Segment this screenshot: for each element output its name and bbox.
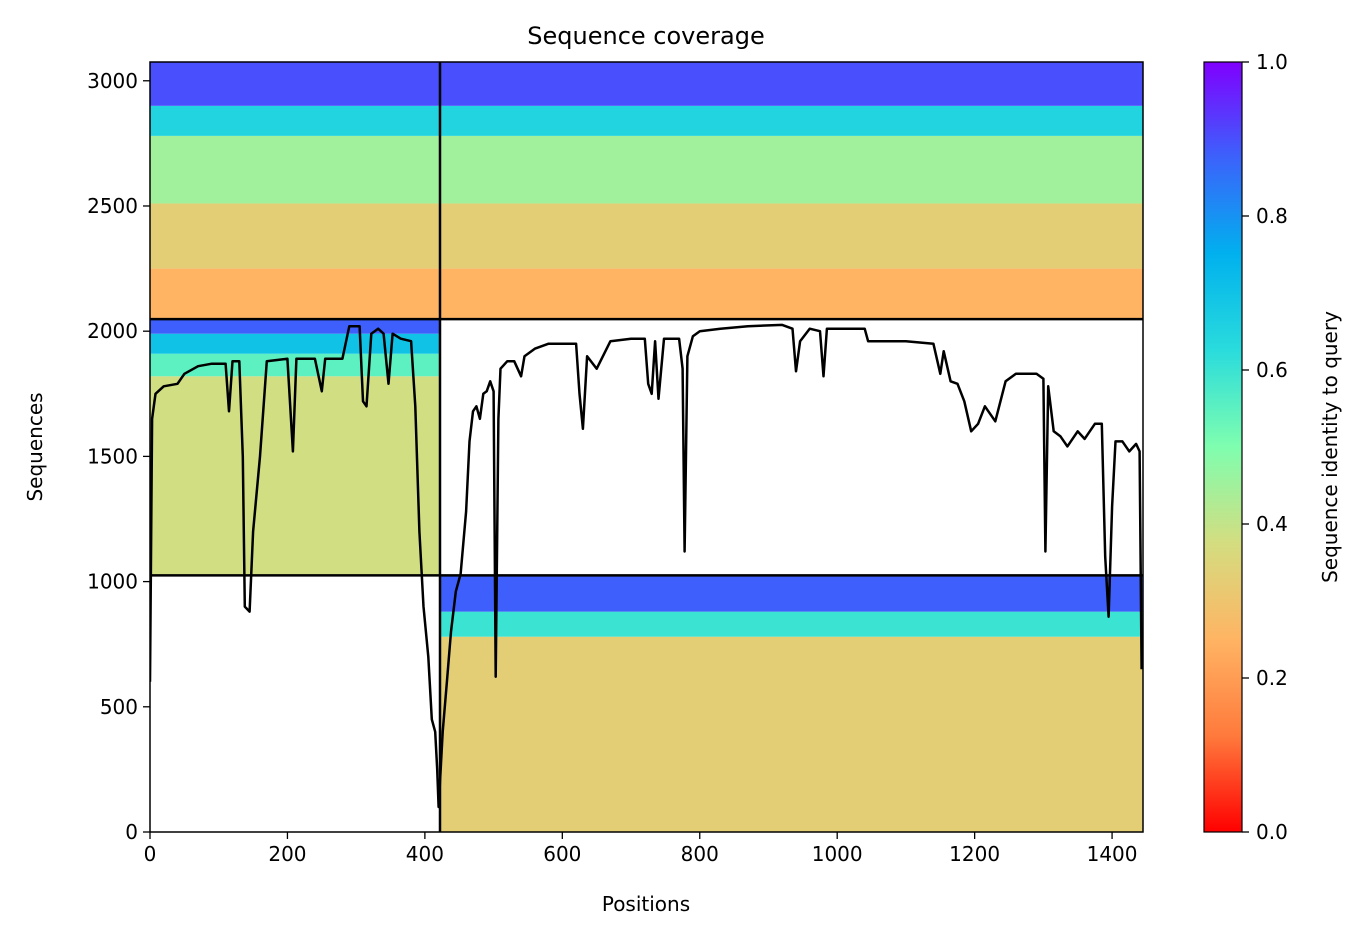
y-tick-label: 0 <box>125 820 138 844</box>
coverage-line <box>150 323 1143 809</box>
x-tick-label: 800 <box>681 842 719 866</box>
x-tick-label: 600 <box>543 842 581 866</box>
colorbar-tick-label: 0.0 <box>1256 820 1288 844</box>
x-tick-label: 400 <box>406 842 444 866</box>
y-axis-label: Sequences <box>23 392 47 501</box>
x-tick-label: 1000 <box>812 842 863 866</box>
chart-title: Sequence coverage <box>527 22 764 50</box>
y-tick-label: 1000 <box>87 570 138 594</box>
colorbar-label: Sequence identity to query <box>1318 311 1342 583</box>
heatmap-band <box>150 268 1143 320</box>
x-tick-label: 1200 <box>949 842 1000 866</box>
y-tick-label: 3000 <box>87 69 138 93</box>
plot-frame <box>149 61 1144 833</box>
colorbar-tick-label: 0.2 <box>1256 666 1288 690</box>
y-tick-label: 500 <box>100 695 138 719</box>
x-axis-label: Positions <box>602 892 690 916</box>
y-tick-label: 2500 <box>87 194 138 218</box>
plot-area <box>150 62 1143 832</box>
heatmap-band <box>150 105 1143 136</box>
y-tick-label: 2000 <box>87 319 138 343</box>
heatmap-band <box>439 575 1143 612</box>
heatmap-band <box>150 135 1143 204</box>
colorbar-ticks: 0.0 0.2 0.4 0.6 0.8 1.0 <box>1242 50 1288 844</box>
divider-lines <box>150 62 1143 832</box>
heatmap-band <box>150 203 1143 269</box>
x-tick-label: 200 <box>268 842 306 866</box>
colorbar: 0.0 0.2 0.4 0.6 0.8 1.0 Sequence identity to … <box>1203 50 1342 844</box>
heatmap-band <box>439 636 1143 832</box>
x-tick-label: 0 <box>144 842 157 866</box>
heatmap-band <box>150 319 440 334</box>
colorbar-tick-label: 1.0 <box>1256 50 1288 74</box>
colorbar-tick-label: 0.6 <box>1256 358 1288 382</box>
colorbar-tick-label: 0.4 <box>1256 512 1288 536</box>
heatmap-band <box>439 611 1143 637</box>
x-axis-ticks: 0 200 400 600 800 1000 1200 1400 <box>144 832 1138 866</box>
colorbar-tick-label: 0.8 <box>1256 204 1288 228</box>
y-axis-ticks: 0 500 1000 1500 2000 2500 3000 <box>87 69 150 844</box>
heatmap-blocks <box>150 62 1143 832</box>
x-tick-label: 1400 <box>1087 842 1138 866</box>
colorbar-gradient <box>1203 61 1243 833</box>
y-tick-label: 1500 <box>87 444 138 468</box>
heatmap-band <box>150 62 1143 106</box>
heatmap-band <box>150 333 440 354</box>
